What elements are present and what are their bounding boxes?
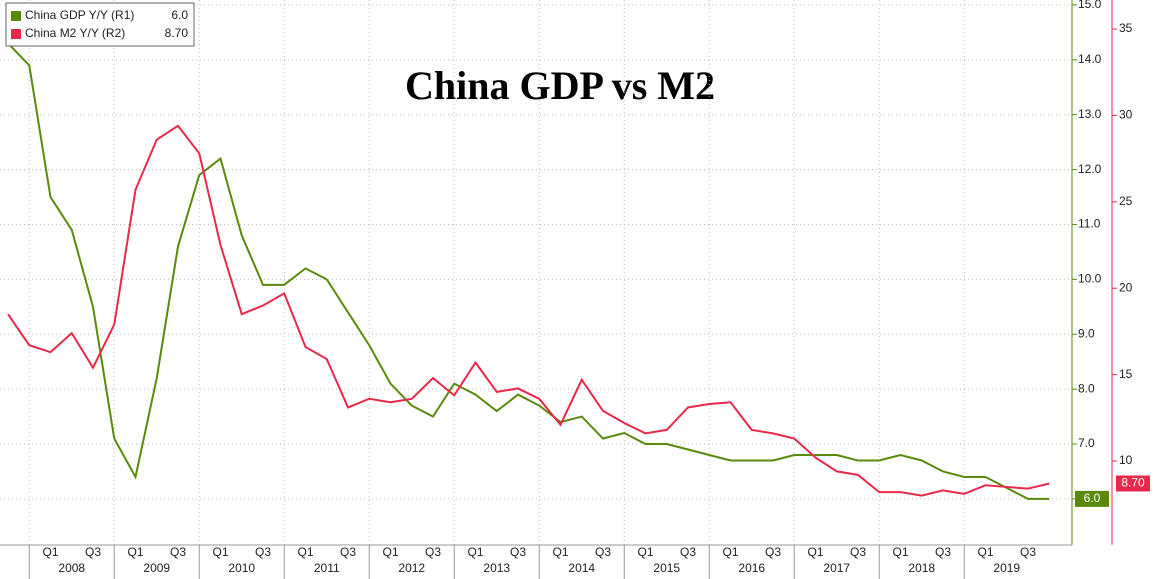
x-tick-label: Q1	[637, 545, 653, 559]
year-label: 2011	[314, 561, 340, 575]
series-line	[7, 42, 1050, 500]
year-label: 2014	[568, 561, 595, 575]
x-tick-label: Q1	[212, 545, 228, 559]
x-tick-label: Q3	[765, 545, 781, 559]
y-tick-label: 11.0	[1078, 217, 1101, 231]
year-label: 2018	[908, 561, 935, 575]
x-tick-label: Q1	[297, 545, 313, 559]
y-tick-label: 7.0	[1078, 436, 1095, 450]
chart-title: China GDP vs M2	[405, 63, 715, 108]
x-tick-label: Q1	[892, 545, 908, 559]
x-tick-label: Q3	[510, 545, 526, 559]
x-tick-label: Q1	[467, 545, 483, 559]
x-tick-label: Q3	[595, 545, 611, 559]
y2-tick-label: 35	[1119, 21, 1133, 35]
year-label: 2019	[993, 561, 1020, 575]
legend: China GDP Y/Y (R1) 6.0 China M2 Y/Y (R2) 8.…	[5, 2, 195, 47]
y-tick-label: 15.0	[1078, 0, 1102, 11]
year-label: 2009	[143, 561, 170, 575]
y2-tick-label: 10	[1119, 453, 1133, 467]
y2-tick-label: 25	[1119, 194, 1133, 208]
year-label: 2012	[398, 561, 425, 575]
x-tick-label: Q3	[255, 545, 271, 559]
legend-swatch	[11, 11, 21, 21]
x-tick-label: Q3	[425, 545, 441, 559]
x-tick-label: Q1	[127, 545, 143, 559]
legend-value: 6.0	[171, 8, 188, 22]
x-tick-label: Q1	[722, 545, 738, 559]
y2-tick-label: 30	[1119, 108, 1133, 122]
legend-swatch	[11, 29, 21, 39]
x-tick-label: Q3	[935, 545, 951, 559]
x-tick-label: Q3	[850, 545, 866, 559]
y2-tick-label: 15	[1119, 367, 1133, 381]
year-label: 2008	[58, 561, 85, 575]
last-value-label: 8.70	[1121, 476, 1145, 490]
y-tick-label: 9.0	[1078, 326, 1095, 340]
legend-label: China GDP Y/Y (R1)	[25, 8, 134, 22]
last-value-label: 6.0	[1084, 491, 1101, 505]
x-tick-label: Q3	[680, 545, 696, 559]
x-tick-label: Q1	[382, 545, 398, 559]
year-label: 2013	[483, 561, 510, 575]
y-tick-label: 10.0	[1078, 272, 1102, 286]
legend-box	[5, 2, 195, 47]
x-tick-label: Q3	[85, 545, 101, 559]
series-line	[7, 124, 1050, 497]
x-tick-label: Q3	[340, 545, 356, 559]
x-tick-label: Q1	[42, 545, 58, 559]
y2-tick-label: 20	[1119, 280, 1133, 294]
last-value-box	[1116, 475, 1150, 492]
year-label: 2015	[653, 561, 680, 575]
x-tick-label: Q3	[1020, 545, 1036, 559]
year-label: 2016	[738, 561, 765, 575]
y-tick-label: 8.0	[1078, 381, 1095, 395]
y-tick-label: 14.0	[1078, 52, 1102, 66]
x-tick-label: Q1	[552, 545, 568, 559]
x-tick-label: Q1	[977, 545, 993, 559]
x-tick-label: Q1	[807, 545, 823, 559]
legend-value: 8.70	[165, 26, 189, 40]
last-value-box	[1075, 490, 1109, 507]
x-tick-label: Q3	[170, 545, 186, 559]
legend-label: China M2 Y/Y (R2)	[25, 26, 125, 40]
y-tick-label: 12.0	[1078, 162, 1102, 176]
year-label: 2017	[823, 561, 850, 575]
year-label: 2010	[228, 561, 255, 575]
y-tick-label: 13.0	[1078, 107, 1102, 121]
